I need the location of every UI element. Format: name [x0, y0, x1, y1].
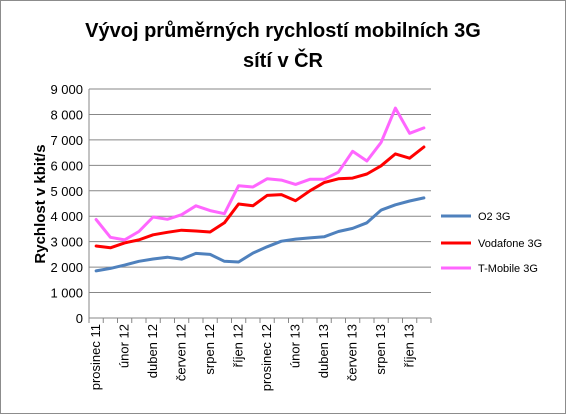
x-tick-label: duben 12	[145, 324, 160, 378]
x-tick-label: srpen 12	[202, 324, 217, 375]
y-tick-labels: 0 1 000 2 000 3 000 4 000 5 000 6 000 7 000 8 00…	[50, 82, 83, 326]
chart-title-line-1: Vývoj průměrných rychlostí mobilních 3G	[85, 20, 481, 42]
y-tick-label: 8 000	[50, 107, 83, 122]
series-line-1	[94, 196, 426, 273]
legend: O2 3G Vodafone 3G T-Mobile 3G	[441, 211, 542, 275]
legend-entry: Vodafone 3G	[478, 238, 542, 250]
series-line-3	[94, 106, 426, 242]
gridlines	[89, 88, 431, 294]
y-axis-title: Rychlost v kbit/s	[32, 144, 49, 263]
y-tick-label: 0	[76, 311, 83, 326]
x-tick-label: únor 12	[117, 324, 132, 368]
axes	[88, 89, 432, 323]
y-tick-label: 4 000	[50, 209, 83, 224]
legend-entry: T-Mobile 3G	[478, 263, 538, 275]
x-tick-label: říjen 12	[231, 324, 246, 367]
chart-title-line-2: sítí v ČR	[243, 48, 324, 72]
x-tick-label: srpen 13	[373, 324, 388, 375]
y-tick-label: 2 000	[50, 260, 83, 275]
y-tick-label: 3 000	[50, 235, 83, 250]
y-tick-label: 5 000	[50, 184, 83, 199]
y-tick-label: 7 000	[50, 133, 83, 148]
legend-entry: O2 3G	[478, 211, 510, 223]
y-tick-label: 9 000	[50, 82, 83, 97]
x-tick-label: prosinec 12	[259, 324, 274, 391]
x-tick-label: duben 13	[316, 324, 331, 378]
y-tick-label: 6 000	[50, 158, 83, 173]
x-tick-labels: prosinec 11 únor 12 duben 12 červen 12 srpen…	[88, 324, 417, 391]
x-tick-label: říjen 13	[402, 324, 417, 367]
x-tick-label: červen 12	[174, 324, 189, 381]
series-line-2	[94, 145, 426, 250]
x-tick-label: červen 13	[345, 324, 360, 381]
x-tick-label: únor 13	[288, 324, 303, 368]
y-tick-label: 1 000	[50, 286, 83, 301]
x-tick-label: prosinec 11	[88, 324, 103, 390]
series-lines	[94, 106, 426, 273]
